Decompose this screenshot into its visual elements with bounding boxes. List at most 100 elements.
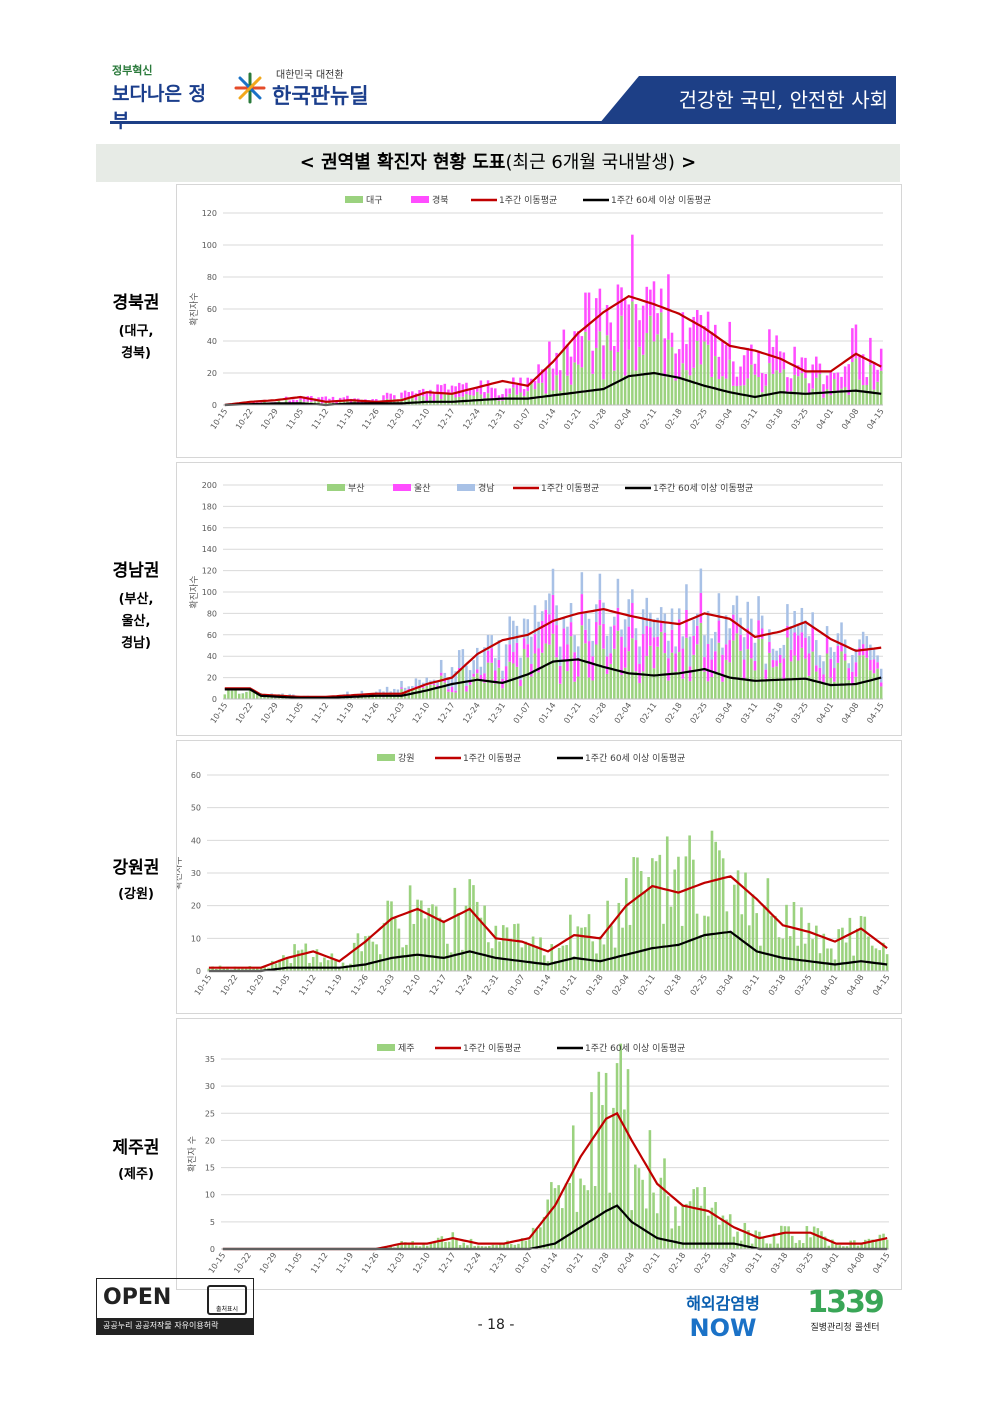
bar-강원 [300,949,304,971]
bar-제주 [787,1226,790,1249]
x-tick-label: 03-18 [764,701,785,725]
r1-line2: NOW [689,1314,757,1342]
bar-울산 [504,666,508,683]
bar-대구 [537,383,540,405]
region-label-gyeongnam: 경남권 (부산, 울산, 경남) [96,556,176,655]
bar-강원 [378,954,382,971]
bar-부산 [742,680,746,699]
bar-대구 [865,384,869,405]
bar-대구 [750,364,753,405]
bar-경남 [670,608,674,630]
bar-울산 [735,622,739,634]
bar-제주 [805,1226,809,1249]
bar-제주 [780,1225,783,1249]
x-tick-label: 04-08 [845,973,866,997]
bar-경북 [544,368,548,394]
bar-경남 [562,618,566,629]
y-tick-label: 25 [205,1109,215,1118]
bar-group [223,568,883,699]
header-divider [110,121,896,124]
x-tick-label: 01-07 [506,973,527,997]
bar-경남 [414,678,418,687]
bar-대구 [822,397,825,405]
bar-울산 [872,659,876,674]
bar-강원 [524,941,527,971]
bar-대구 [696,340,699,405]
bar-경남 [569,603,573,623]
bar-제주 [396,1243,400,1249]
bar-경북 [591,350,594,374]
bar-경남 [530,636,533,664]
legend-swatch [345,196,363,203]
bar-경북 [504,388,508,397]
bar-부산 [778,662,782,699]
bar-부산 [353,697,356,699]
bar-대구 [714,356,717,405]
x-tick-label: 02-11 [638,701,659,725]
bar-대구 [649,315,652,405]
bar-울산 [490,648,493,663]
bar-경북 [382,395,385,401]
bar-울산 [829,658,832,678]
bar-울산 [771,660,775,668]
bar-울산 [450,686,454,693]
bar-강원 [632,857,636,971]
bar-울산 [551,594,555,634]
bar-제주 [801,1243,805,1249]
bar-부산 [757,638,760,699]
bar-강원 [494,925,498,971]
bar-부산 [786,637,789,699]
bar-부산 [266,696,270,699]
x-tick-label: 12-03 [386,1251,407,1275]
bar-부산 [512,663,515,699]
bar-부산 [468,684,472,699]
bar-강원 [736,870,740,971]
bar-강원 [744,872,747,971]
bar-강원 [449,952,453,971]
y-tick-label: 120 [202,209,217,218]
y-tick-label: 180 [202,502,217,511]
bar-울산 [652,637,656,669]
bar-대구 [313,401,317,405]
bar-울산 [584,629,587,644]
bar-경남 [833,651,836,669]
bar-경북 [418,390,421,397]
bar-부산 [436,688,439,699]
bar-경남 [522,618,526,639]
bar-제주 [502,1243,506,1249]
x-tick-label: 10-15 [209,701,230,725]
x-tick-label: 11-19 [335,1251,356,1275]
bar-경남 [706,610,710,645]
bar-경남 [721,647,724,655]
bar-경북 [515,384,519,395]
bar-경북 [796,365,800,377]
bar-경북 [407,392,410,399]
bar-경북 [775,335,778,371]
legend-label: 1주간 이동평균 [463,1043,521,1054]
y-tick-label: 40 [207,652,217,661]
bar-제주 [389,1246,393,1249]
bar-부산 [714,672,717,699]
bar-경남 [692,619,695,636]
x-tick-label: 01-21 [564,1251,585,1275]
bar-제주 [842,1246,845,1249]
bar-제주 [597,1071,601,1249]
bar-경북 [735,376,739,386]
bar-경북 [623,299,627,376]
bar-부산 [872,673,876,699]
slogan-banner: 건강한 국민, 안전한 사회 [599,76,896,124]
chart-jeju: 0 5 10 15 20 25 30 35 확진자 수 10-15 10-22 10-29 11-05 1… [176,1018,902,1290]
bar-제주 [823,1236,827,1249]
bar-대구 [587,340,591,405]
bar-강원 [360,951,363,971]
y-tick-label: 140 [202,545,217,554]
x-tick-label: 03-04 [718,1251,739,1275]
bar-대구 [548,367,551,405]
bar-울산 [721,654,724,682]
x-tick-label: 11-12 [310,407,331,431]
legend: 대구 경북 1주간 이동평균 1주간 60세 이상 이동평균 [345,194,711,206]
bar-울산 [778,654,782,663]
bar-제주 [831,1239,834,1249]
x-tick-label: 11-19 [335,407,356,431]
bar-울산 [414,686,418,688]
